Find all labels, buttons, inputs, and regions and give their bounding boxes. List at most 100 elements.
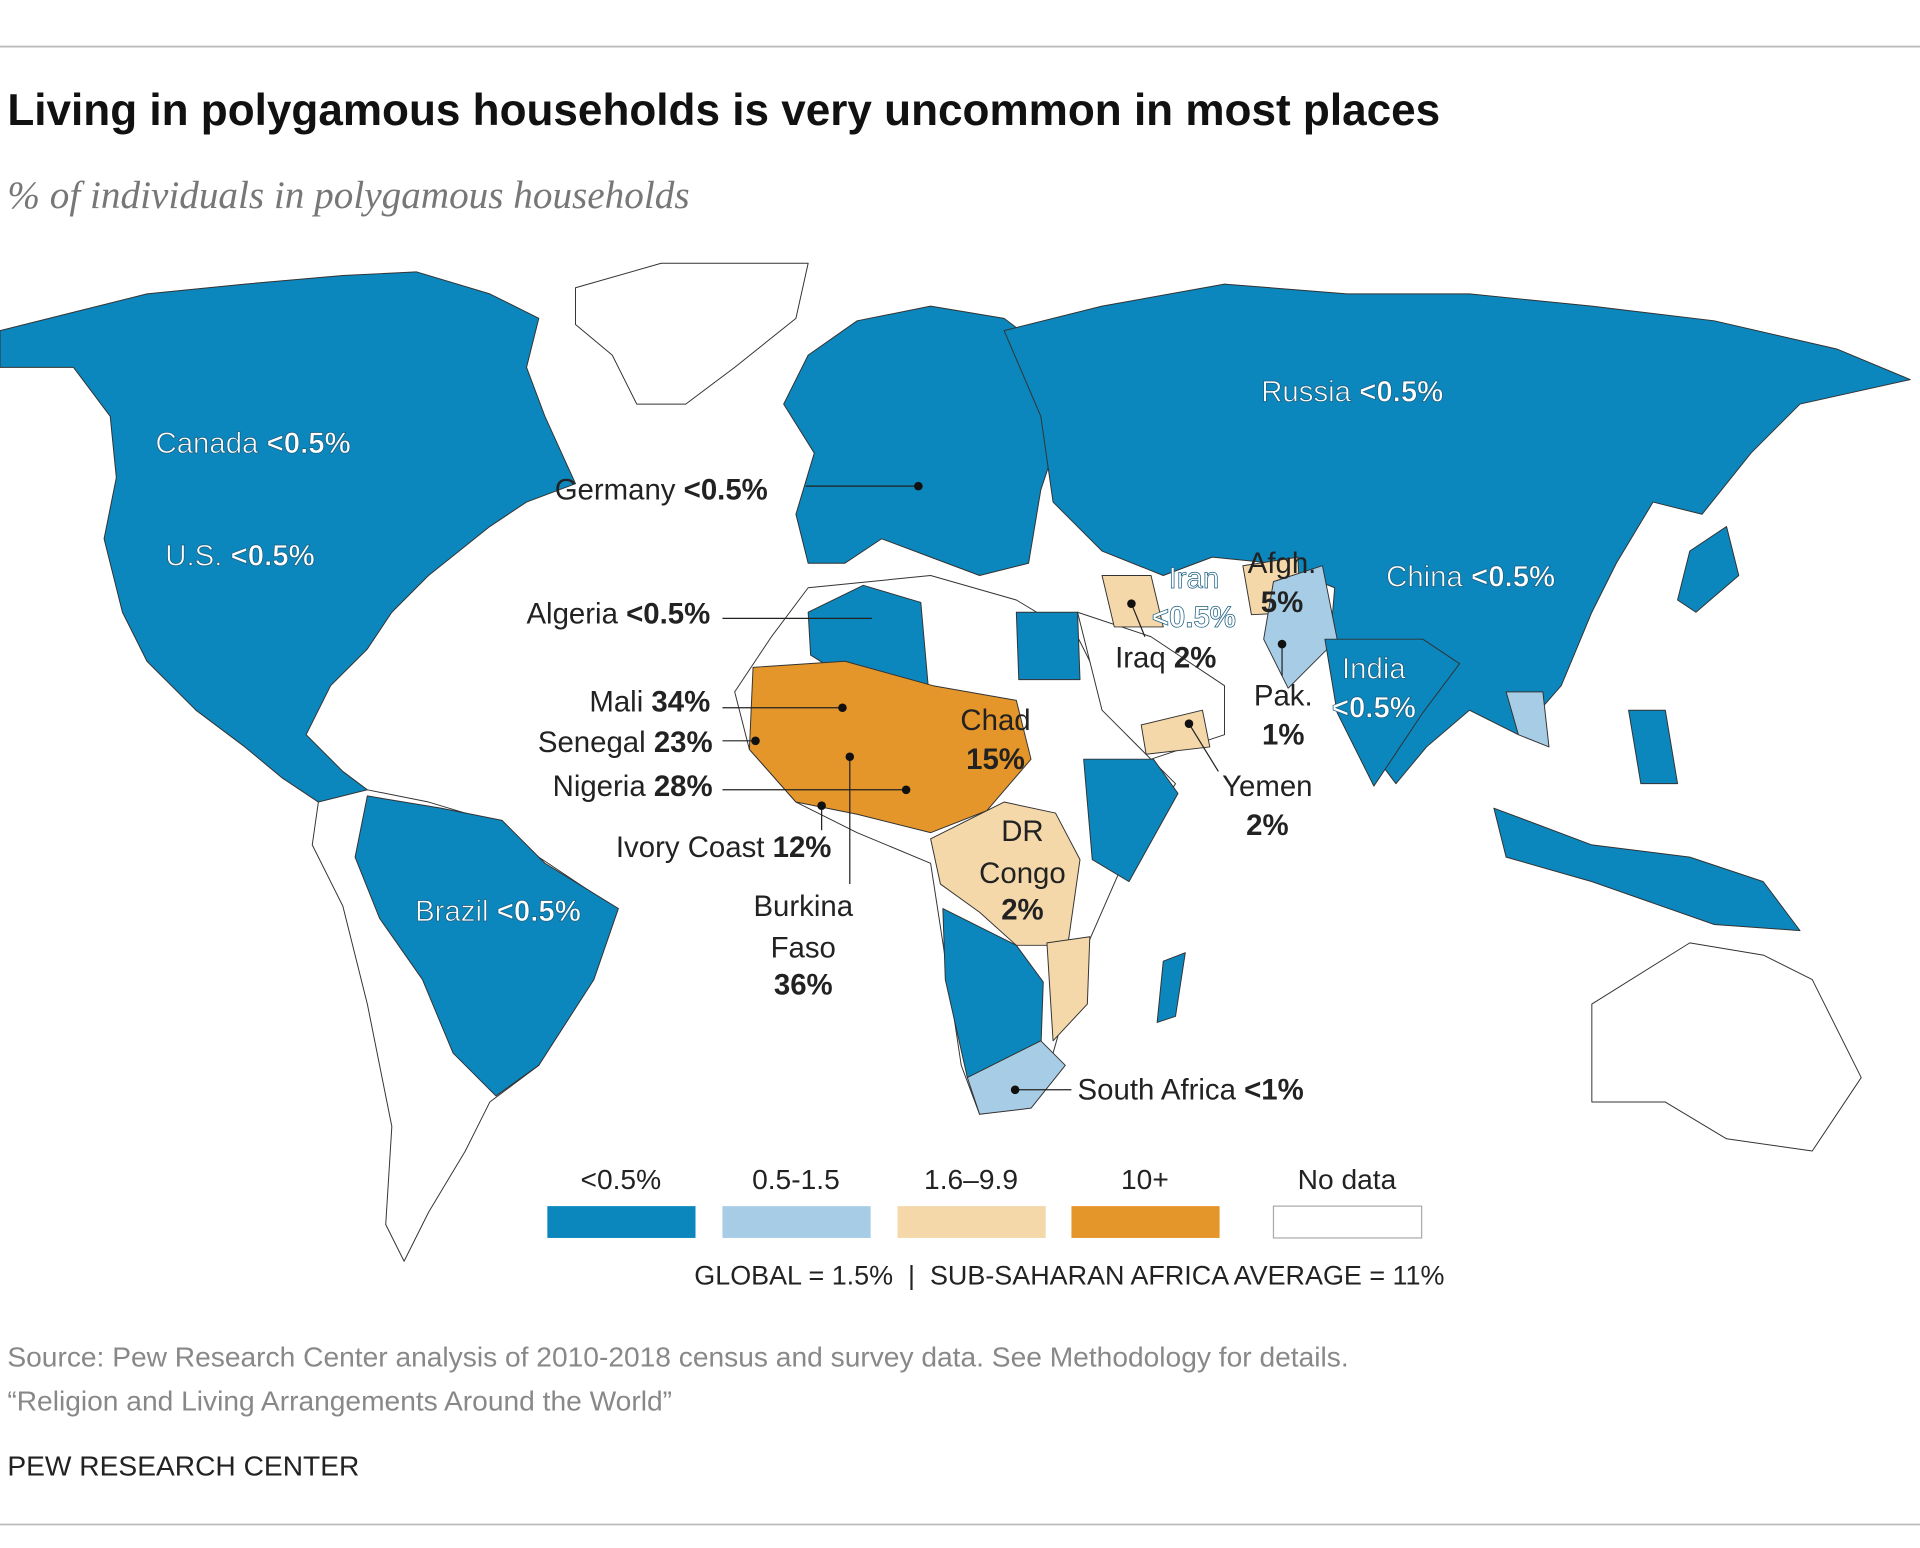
region: [1677, 526, 1740, 613]
country-name: Ivory Coast: [616, 831, 765, 864]
legend-swatch: [722, 1206, 871, 1238]
country-name: Burkina: [753, 890, 853, 923]
country-value: <0.5%: [497, 895, 581, 928]
leader-line: [1130, 603, 1146, 637]
region: [783, 305, 1066, 577]
country-name: Canada: [156, 427, 260, 460]
country-name: Yemen: [1222, 770, 1312, 803]
title: Living in polygamous households is very …: [7, 86, 1440, 135]
country-label: China <0.5%: [1386, 561, 1555, 594]
region: [1505, 691, 1550, 748]
region: [1083, 758, 1179, 883]
leader-dot: [1184, 719, 1194, 728]
country-name: China: [1386, 561, 1463, 594]
legend-label: 0.5-1.5: [752, 1164, 840, 1195]
leader-dot: [751, 736, 760, 746]
leader-dot: [845, 752, 855, 762]
country-value: 2%: [1174, 641, 1216, 674]
leader-dot: [1127, 599, 1136, 608]
leader-dot: [838, 703, 847, 713]
country-label: Brazil <0.5%: [415, 895, 581, 928]
region: [1324, 638, 1461, 787]
country-value: 34%: [651, 685, 710, 718]
legend-swatch: [1272, 1205, 1423, 1239]
country-name: Mali: [589, 685, 643, 718]
region: [1591, 942, 1862, 1152]
country-label: Algeria <0.5%: [526, 597, 710, 630]
country-value: 36%: [774, 968, 833, 1001]
country-name: Brazil: [415, 895, 488, 928]
country-label: Mali 34%: [589, 685, 710, 718]
country-label: Senegal 23%: [538, 726, 713, 759]
legend-label: 10+: [1121, 1164, 1169, 1195]
country-label: Germany <0.5%: [555, 474, 768, 507]
region: [1263, 565, 1338, 689]
country-name: Faso: [771, 932, 836, 965]
legend-label: 1.6–9.9: [924, 1164, 1018, 1195]
country-value: 2%: [1001, 894, 1043, 927]
country-name: South Africa: [1078, 1074, 1237, 1107]
leader-line: [1188, 723, 1219, 772]
country-name: Russia: [1261, 376, 1351, 409]
country-label: Canada <0.5%: [156, 427, 351, 460]
country-label: Russia <0.5%: [1261, 376, 1443, 409]
region: [1046, 936, 1091, 1042]
leader-dot: [901, 785, 911, 795]
region: [1493, 807, 1801, 932]
country-name: Algeria: [526, 597, 618, 630]
region: [1628, 709, 1679, 785]
credit: PEW RESEARCH CENTER: [7, 1451, 359, 1482]
legend-label: No data: [1298, 1164, 1397, 1195]
region: [0, 271, 576, 803]
country-value: 1%: [1262, 718, 1304, 751]
source: Source: Pew Research Center analysis of …: [7, 1342, 1348, 1373]
legend-swatch: [897, 1206, 1046, 1238]
country-name: U.S.: [165, 540, 222, 573]
country-value: <0.5%: [1152, 601, 1236, 634]
country-label: South Africa <1%: [1078, 1074, 1304, 1107]
country-name: DR: [1001, 815, 1043, 848]
leader-dot: [817, 801, 826, 810]
country-value: <0.5%: [231, 540, 315, 573]
legend-note: GLOBAL = 1.5% | SUB-SAHARAN AFRICA AVERA…: [694, 1260, 1444, 1290]
country-label: U.S. <0.5%: [165, 540, 314, 573]
country-value: <0.5%: [1471, 561, 1555, 594]
country-name: Pak.: [1254, 679, 1313, 712]
region: [966, 1040, 1066, 1115]
legend: <0.5% 0.5-1.5 1.6–9.9 10+ No data: [547, 1164, 1423, 1239]
country-label: Iraq 2%: [1115, 641, 1216, 674]
country-label: Nigeria 28%: [553, 770, 713, 803]
country-name: Iraq: [1115, 641, 1166, 674]
subtitle: % of individuals in polygamous household…: [7, 174, 689, 217]
country-label: Ivory Coast 12%: [616, 831, 832, 864]
region: [1015, 611, 1081, 681]
legend-label: <0.5%: [581, 1164, 662, 1195]
region: [1003, 283, 1911, 785]
leader-dot: [1010, 1085, 1020, 1095]
labels: Canada <0.5%U.S. <0.5%Germany <0.5%Russi…: [155, 375, 1555, 1107]
region: [1140, 709, 1211, 755]
country-value: <0.5%: [1332, 692, 1416, 725]
legend-swatch: [547, 1206, 696, 1238]
country-value: 15%: [966, 743, 1025, 776]
country-value: 5%: [1261, 586, 1303, 619]
region: [354, 795, 619, 1097]
country-name: Senegal: [538, 726, 646, 759]
country-value: 2%: [1246, 809, 1288, 842]
country-name: Chad: [960, 704, 1030, 737]
country-name: Germany: [555, 474, 676, 507]
country-name: India: [1342, 652, 1406, 685]
country-name: Afgh.: [1248, 547, 1317, 580]
legend-swatch: [1071, 1206, 1220, 1238]
country-value: <0.5%: [684, 474, 768, 507]
leader-dot: [914, 481, 923, 491]
country-value: <0.5%: [626, 597, 710, 630]
country-value: <0.5%: [1359, 376, 1443, 409]
report: “Religion and Living Arrangements Around…: [7, 1386, 672, 1417]
country-name: Iran: [1169, 562, 1220, 595]
country-name: Congo: [979, 857, 1066, 890]
country-value: <0.5%: [267, 427, 351, 460]
map: [0, 262, 1911, 1262]
leader-dot: [1277, 639, 1287, 649]
region: [1156, 952, 1186, 1023]
